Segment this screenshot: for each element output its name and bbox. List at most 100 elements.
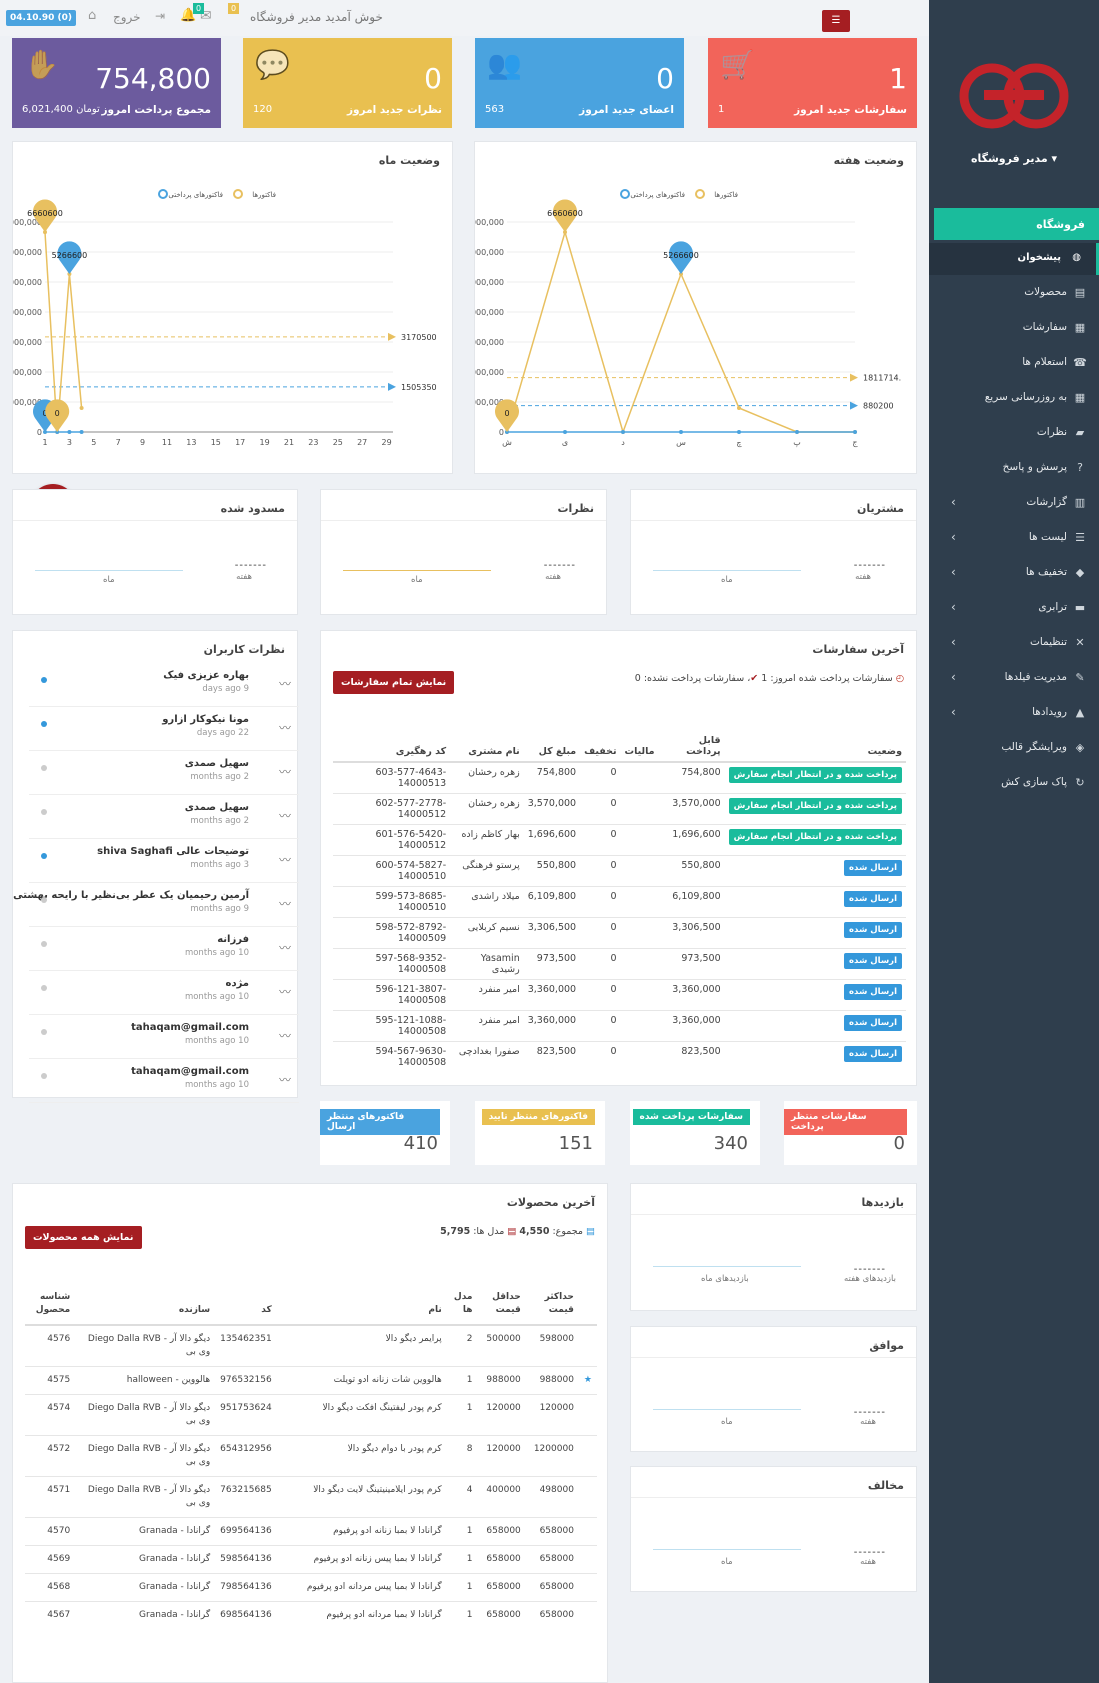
- product-cell[interactable]: پرایمر دیگو دالا: [276, 1324, 447, 1367]
- logout-icon[interactable]: ⇥: [155, 9, 166, 23]
- star-icon[interactable]: [578, 1324, 597, 1367]
- order-row[interactable]: 603-577-4643-14000513 زهره رخشان 754,800 0 7…: [333, 761, 906, 794]
- order-row[interactable]: 602-577-2778-14000512 زهره رخشان 3,570,000…: [333, 793, 906, 825]
- show-all-products-button[interactable]: نمایش همه محصولات: [25, 1226, 142, 1249]
- product-row[interactable]: 4571 Diego Dalla RVB - دیگو دالا آر وی بی…: [25, 1476, 597, 1518]
- sidebar-user[interactable]: مدیر فروشگاه ▾: [970, 152, 1058, 165]
- product-row[interactable]: 4567 Granada - گرانادا 698564136 گرانادا لا…: [25, 1601, 597, 1629]
- order-cell[interactable]: 599-573-8685-14000510: [333, 886, 451, 918]
- bell-icon[interactable]: 🔔: [180, 8, 197, 23]
- counter-card-1[interactable]: سفارشات پرداخت شده 340: [630, 1101, 760, 1165]
- star-icon[interactable]: ★: [578, 1366, 597, 1395]
- sidebar-item-9[interactable]: ترابری ▬ ‹: [929, 591, 1099, 626]
- order-cell[interactable]: 600-574-5827-14000510: [333, 855, 451, 887]
- order-cell[interactable]: 594-567-9630-14000508: [333, 1041, 451, 1072]
- comment-item[interactable]: 〰 tahaqam@gmail.com months ago 10: [29, 1015, 299, 1059]
- order-row[interactable]: 594-567-9630-14000508 صفورا بغدادچی 823,50…: [333, 1041, 906, 1072]
- sidebar-item-2[interactable]: استعلام ها ☎: [929, 346, 1099, 381]
- product-row[interactable]: 4574 Diego Dalla RVB - دیگو دالا آر وی بی…: [25, 1394, 597, 1436]
- product-cell[interactable]: گرانادا لا بمبا زنانه ادو پرفیوم: [276, 1517, 447, 1546]
- order-row[interactable]: 599-573-8685-14000510 میلاد راشدی 6,109,80…: [333, 886, 906, 918]
- product-cell[interactable]: گرانادا لا بمبا پیس زنانه ادو پرفیوم: [276, 1545, 447, 1574]
- star-icon[interactable]: [578, 1476, 597, 1518]
- show-all-orders-button[interactable]: نمایش تمام سفارشات: [333, 671, 455, 694]
- order-status-badge[interactable]: ارسال شده: [844, 1015, 902, 1031]
- star-icon[interactable]: [578, 1394, 597, 1436]
- order-status-badge[interactable]: ارسال شده: [844, 891, 902, 907]
- counter-card-0[interactable]: سفارشات منتظر پرداخت 0: [784, 1101, 917, 1165]
- product-cell[interactable]: کرم پودر لیفتینگ افکت دیگو دالا: [276, 1394, 447, 1436]
- order-cell[interactable]: 595-121-1088-14000508: [333, 1010, 451, 1042]
- product-cell[interactable]: کرم پودر با دوام دیگو دالا: [276, 1435, 447, 1477]
- order-status-badge[interactable]: پرداخت شده و در انتظار انجام سفارش: [728, 829, 902, 845]
- order-row[interactable]: 598-572-8792-14000509 نسیم کربلایی 3,306,5…: [333, 917, 906, 949]
- order-status-badge[interactable]: پرداخت شده و در انتظار انجام سفارش: [728, 767, 902, 783]
- product-row[interactable]: 4576 Diego Dalla RVB - دیگو دالا آر وی بی…: [25, 1324, 597, 1367]
- order-status-badge[interactable]: ارسال شده: [844, 1046, 902, 1062]
- stat-card-2[interactable]: 💬 0 نظرات جدید امروز 120: [243, 38, 452, 128]
- home-icon[interactable]: ⌂: [88, 8, 97, 23]
- product-row[interactable]: 4570 Granada - گرانادا 699564136 گرانادا لا…: [25, 1517, 597, 1546]
- comment-item[interactable]: 〰 سهیل صمدی months ago 2: [29, 751, 299, 795]
- mail-icon[interactable]: ✉: [200, 8, 212, 24]
- product-row[interactable]: 4575 halloween - هالووین 976532156 هالووین …: [25, 1366, 597, 1395]
- product-cell[interactable]: کرم پودر ایلامینیتینگ لایت دیگو دالا: [276, 1476, 447, 1518]
- comment-item[interactable]: 〰 آرمین رحیمیان یک عطر بی‌نظیر با رایحه ب…: [13, 883, 299, 927]
- sidebar-item-4[interactable]: نظرات ▰: [929, 416, 1099, 451]
- stat-card-1[interactable]: 👥 0 اعضای جدید امروز 563: [475, 38, 684, 128]
- product-row[interactable]: 4572 Diego Dalla RVB - دیگو دالا آر وی بی…: [25, 1435, 597, 1477]
- order-cell[interactable]: 596-121-3807-14000508: [333, 979, 451, 1011]
- order-status-badge[interactable]: ارسال شده: [844, 860, 902, 876]
- star-icon[interactable]: [578, 1517, 597, 1546]
- comment-item[interactable]: 〰 بهاره عزیزی فیک days ago 9: [29, 663, 299, 707]
- store-logo[interactable]: [944, 50, 1084, 140]
- product-cell[interactable]: هالووین شات زنانه ادو تویلت: [276, 1366, 447, 1395]
- order-cell[interactable]: 603-577-4643-14000513: [333, 761, 451, 794]
- order-status-badge[interactable]: ارسال شده: [844, 984, 902, 1000]
- order-status-badge[interactable]: ارسال شده: [844, 922, 902, 938]
- star-icon[interactable]: [578, 1435, 597, 1477]
- sidebar-item-8[interactable]: تخفیف ها ◆ ‹: [929, 556, 1099, 591]
- order-status-badge[interactable]: پرداخت شده و در انتظار انجام سفارش: [728, 798, 902, 814]
- sidebar-item-12[interactable]: رویدادها ▲ ‹: [929, 696, 1099, 731]
- order-row[interactable]: 597-568-9352-14000508 Yasamin رشیدی 973,50…: [333, 948, 906, 980]
- order-cell[interactable]: 598-572-8792-14000509: [333, 917, 451, 949]
- order-cell[interactable]: 601-576-5420-14000512: [333, 824, 451, 856]
- comment-item[interactable]: 〰 فرزانه months ago 10: [29, 927, 299, 971]
- sidebar-item-13[interactable]: ویرایشگر قالب ◈: [929, 731, 1099, 766]
- sidebar-item-14[interactable]: پاک سازی کش ↻: [929, 766, 1099, 801]
- order-row[interactable]: 596-121-3807-14000508 امیر منفرد 3,360,000…: [333, 979, 906, 1011]
- sidebar-item-7[interactable]: لیست ها ☰ ‹: [929, 521, 1099, 556]
- sidebar-item-11[interactable]: مدیریت فیلدها ✎ ‹: [929, 661, 1099, 696]
- comment-item[interactable]: 〰 tahaqam@gmail.com months ago 10: [29, 1059, 299, 1103]
- order-row[interactable]: 600-574-5827-14000510 پرستو فرهنگی 550,800…: [333, 855, 906, 887]
- logout-link[interactable]: خروج: [113, 10, 141, 24]
- sidebar-item-dashboard[interactable]: پیشخوان ◍: [929, 243, 1099, 275]
- comment-item[interactable]: 〰 مونا نیکوکار ازارو days ago 22: [29, 707, 299, 751]
- sidebar-item-6[interactable]: گزارشات ▥ ‹: [929, 486, 1099, 521]
- stat-card-0[interactable]: 🛒 1 سفارشات جدید امروز 1: [708, 38, 917, 128]
- comment-item[interactable]: 〰 مژده months ago 10: [29, 971, 299, 1015]
- order-cell[interactable]: 597-568-9352-14000508: [333, 948, 451, 980]
- sidebar-item-1[interactable]: سفارشات ▦: [929, 311, 1099, 346]
- product-row[interactable]: 4569 Granada - گرانادا 598564136 گرانادا لا…: [25, 1545, 597, 1574]
- order-status-badge[interactable]: ارسال شده: [844, 953, 902, 969]
- star-icon[interactable]: [578, 1545, 597, 1574]
- star-icon[interactable]: [578, 1573, 597, 1602]
- star-icon[interactable]: [578, 1601, 597, 1629]
- sidebar-item-10[interactable]: تنظیمات ✕ ‹: [929, 626, 1099, 661]
- counter-card-2[interactable]: فاکتورهای منتظر تایید 151: [475, 1101, 605, 1165]
- order-row[interactable]: 601-576-5420-14000512 بهار کاظم زاده 1,696…: [333, 824, 906, 856]
- comment-item[interactable]: 〰 shiva Saghafi توضیحات عالی months ago 3: [29, 839, 299, 883]
- menu-toggle-button[interactable]: ☰: [822, 10, 850, 32]
- sidebar-item-5[interactable]: پرسش و پاسخ?: [929, 451, 1099, 486]
- sidebar-section-store[interactable]: فروشگاه: [934, 208, 1099, 240]
- stat-card-3[interactable]: ✋ 754,800 مجموع پرداخت امروز 6,021,400 توما…: [12, 38, 221, 128]
- order-row[interactable]: 595-121-1088-14000508 امیر منفرد 3,360,000…: [333, 1010, 906, 1042]
- comment-item[interactable]: 〰 سهیل صمدی months ago 2: [29, 795, 299, 839]
- sidebar-item-3[interactable]: به روزرسانی سریع ▦: [929, 381, 1099, 416]
- product-row[interactable]: 4568 Granada - گرانادا 798564136 گرانادا لا…: [25, 1573, 597, 1602]
- order-cell[interactable]: 602-577-2778-14000512: [333, 793, 451, 825]
- product-cell[interactable]: گرانادا لا بمبا پیس مردانه ادو پرفیوم: [276, 1573, 447, 1602]
- product-cell[interactable]: گرانادا لا بمبا مردانه ادو پرفیوم: [276, 1601, 447, 1629]
